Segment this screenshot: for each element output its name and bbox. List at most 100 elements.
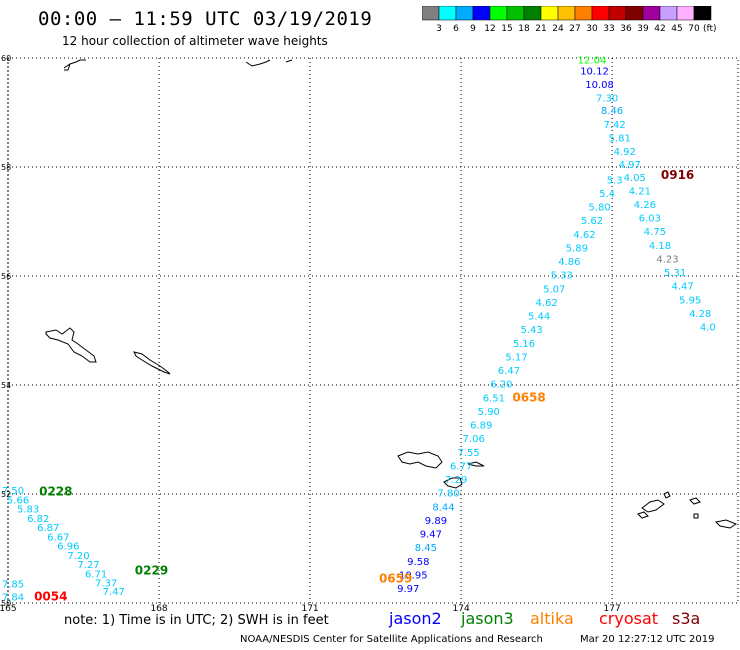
wave-height-value: 8.44 bbox=[432, 502, 454, 513]
pass-time-label: 0228 bbox=[39, 485, 72, 499]
colorbar-tick-label: 33 bbox=[603, 24, 614, 34]
lon-tick-label: 174 bbox=[453, 604, 470, 614]
wave-height-value: 4.0 bbox=[700, 323, 716, 334]
colorbar-tick-label: 15 bbox=[501, 24, 512, 34]
wave-height-value: 7.37 bbox=[95, 579, 117, 590]
colorbar-unit-label: (ft) bbox=[703, 24, 717, 34]
wave-height-value: 7.20 bbox=[67, 551, 89, 562]
lon-tick-label: 177 bbox=[604, 604, 621, 614]
wave-height-value: 5.43 bbox=[520, 325, 542, 336]
wave-height-value: 6.20 bbox=[490, 380, 512, 391]
wave-height-value: 4.97 bbox=[619, 160, 641, 171]
wave-height-value: 8.45 bbox=[415, 543, 437, 554]
legend-s3a: s3a bbox=[672, 609, 701, 628]
wave-height-value: 9.97 bbox=[397, 584, 419, 595]
island-kiska bbox=[641, 499, 665, 513]
colorbar-tick-label: 70 bbox=[688, 24, 700, 34]
wave-height-value: 7.47 bbox=[103, 587, 125, 598]
wave-height-value: 6.82 bbox=[27, 514, 49, 525]
wave-height-value: 4.62 bbox=[536, 298, 558, 309]
island-attu bbox=[397, 451, 443, 469]
wave-height-value: 7.55 bbox=[458, 448, 480, 459]
credit-line: NOAA/NESDIS Center for Satellite Applica… bbox=[240, 634, 543, 645]
wave-height-value: 6.87 bbox=[37, 523, 59, 534]
wave-height-value: 7.30 bbox=[596, 94, 618, 105]
wave-height-value: 4.23 bbox=[656, 254, 678, 265]
wave-height-value: 6.71 bbox=[85, 569, 107, 580]
wave-height-value: 8.46 bbox=[601, 106, 623, 117]
wave-height-value: 4.21 bbox=[629, 186, 651, 197]
wave-height-colorbar: 3 6 9 12 15 18 21 24 27 30 33 36 39 42 45 70 (ft) bbox=[422, 6, 717, 34]
wave-height-value: 7.50 bbox=[2, 486, 24, 497]
wave-height-value: 5.83 bbox=[17, 505, 39, 516]
colorbar-tick-label: 3 bbox=[436, 24, 442, 34]
wave-height-value: 4.62 bbox=[573, 230, 595, 241]
wave-height-value: 5.44 bbox=[528, 312, 550, 323]
pass-time-labels: 0916 0658 0659 0228 0229 0054 bbox=[34, 168, 694, 603]
wave-height-value: 5.33 bbox=[551, 271, 573, 282]
island-buldir bbox=[443, 477, 463, 489]
colorbar-tick-label: 36 bbox=[620, 24, 632, 34]
wave-height-value: 4.18 bbox=[649, 241, 671, 252]
wave-height-value: 9.47 bbox=[420, 530, 442, 541]
island-rat-4 bbox=[663, 491, 671, 499]
wave-height-value: 10.08 bbox=[585, 80, 614, 91]
colorbar-tick-label: 39 bbox=[637, 24, 649, 34]
map-grid bbox=[7, 57, 739, 604]
legend-jason2: jason2 bbox=[389, 609, 442, 628]
colorbar-tick-label: 6 bbox=[453, 24, 459, 34]
wave-height-value: 5.89 bbox=[566, 243, 588, 254]
wave-height-value: 5.81 bbox=[609, 133, 631, 144]
wave-height-value: 4.28 bbox=[689, 309, 711, 320]
wave-height-value: 4.26 bbox=[634, 200, 656, 211]
pass-time-label: 0659 bbox=[379, 571, 412, 585]
lat-tick-label: 52 bbox=[1, 490, 11, 499]
colorbar-tick-label: 42 bbox=[654, 24, 665, 34]
colorbar-tick-label: 24 bbox=[552, 24, 564, 34]
coastlines bbox=[45, 59, 738, 529]
wave-height-value: 5.4 bbox=[599, 189, 615, 200]
wave-height-value: 6.67 bbox=[47, 532, 69, 543]
wave-height-value: 10.95 bbox=[399, 570, 428, 581]
island-bering bbox=[45, 327, 97, 363]
generated-timestamp: Mar 20 12:27:12 UTC 2019 bbox=[580, 634, 715, 645]
wave-height-value: 6.96 bbox=[57, 542, 79, 553]
colorbar-tick-label: 12 bbox=[484, 24, 495, 34]
wave-height-value: 12.04 bbox=[578, 55, 607, 66]
footer-note: note: 1) Time is in UTC; 2) SWH is in fe… bbox=[64, 613, 329, 628]
coastline-north-2 bbox=[245, 59, 271, 67]
wave-height-value: 5.31 bbox=[664, 268, 686, 279]
pass-time-label: 0229 bbox=[135, 564, 168, 578]
page-subtitle: 12 hour collection of altimeter wave hei… bbox=[62, 34, 328, 48]
coastline-north-1 bbox=[63, 59, 86, 71]
lat-tick-label: 50 bbox=[1, 599, 11, 608]
wave-height-value: 7.42 bbox=[604, 120, 626, 131]
colorbar-tick-label: 27 bbox=[569, 24, 580, 34]
island-shemya bbox=[467, 461, 485, 467]
island-rat-1 bbox=[637, 511, 649, 519]
wave-height-value: 6.47 bbox=[498, 366, 520, 377]
wave-height-value: 5.80 bbox=[588, 203, 610, 214]
colorbar-tick-label: 9 bbox=[470, 24, 476, 34]
wave-height-value: 5.16 bbox=[513, 339, 535, 350]
wave-height-value: 6.03 bbox=[639, 214, 661, 225]
lat-tick-label: 56 bbox=[1, 272, 11, 281]
pass-time-label: 0054 bbox=[34, 589, 67, 603]
wave-height-value: 4.05 bbox=[624, 173, 646, 184]
wave-height-value: 7.84 bbox=[2, 592, 24, 603]
lat-tick-label: 54 bbox=[1, 381, 11, 390]
pass-time-label: 0916 bbox=[661, 168, 694, 182]
wave-height-value: 5.95 bbox=[679, 295, 701, 306]
axis-labels: 165 168 171 174 177 60 58 56 54 52 50 bbox=[0, 54, 621, 614]
wave-height-value: 5.17 bbox=[505, 352, 527, 363]
wave-height-value: 7.06 bbox=[463, 434, 485, 445]
wave-height-value: 9.58 bbox=[407, 557, 429, 568]
wave-height-value: 7.27 bbox=[77, 560, 99, 571]
legend-jason3: jason3 bbox=[461, 609, 514, 628]
wave-height-value: 5.66 bbox=[7, 495, 29, 506]
wave-height-value: 4.47 bbox=[671, 282, 693, 293]
colorbar-tick-label: 30 bbox=[586, 24, 598, 34]
island-rat-3 bbox=[693, 513, 699, 519]
lon-tick-label: 171 bbox=[301, 604, 318, 614]
